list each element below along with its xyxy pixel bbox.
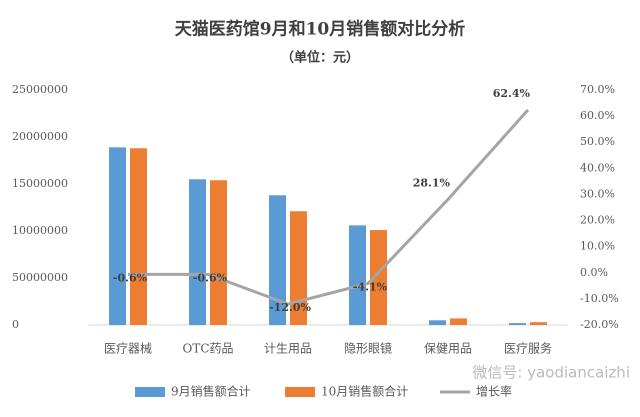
x-tick-label: 计生用品: [264, 342, 312, 356]
bar: [210, 180, 227, 325]
bar: [429, 320, 446, 325]
y2-tick-label: -10.0%: [580, 292, 619, 305]
bar: [450, 318, 467, 325]
bar: [530, 322, 547, 325]
bar: [189, 179, 206, 325]
y2-tick-label: 50.0%: [580, 135, 615, 148]
data-label: -4.1%: [353, 280, 388, 293]
watermark: 微信号: yaodiancaizhi: [472, 364, 630, 382]
y-tick-label: 25000000: [12, 83, 68, 96]
x-tick-label: 医疗器械: [104, 341, 152, 356]
x-tick-label: 医疗服务: [504, 341, 552, 356]
x-tick-label: 保健用品: [424, 342, 472, 356]
legend-label: 10月销售额合计: [321, 384, 408, 399]
bar: [349, 225, 366, 325]
y-tick-label: 15000000: [12, 177, 68, 190]
growth-line: [128, 108, 530, 306]
y-tick-label: 20000000: [12, 130, 68, 143]
legend-swatch: [135, 387, 165, 397]
chart-subtitle: （单位：元）: [281, 50, 359, 66]
y-tick-label: 50000000: [12, 271, 68, 284]
bar: [370, 230, 387, 325]
x-tick-label: OTC药品: [182, 342, 233, 356]
legend-label: 9月销售额合计: [171, 384, 251, 399]
bar: [130, 148, 147, 325]
y2-tick-label: 10.0%: [580, 240, 615, 253]
data-label: 62.4%: [493, 87, 531, 100]
y2-tick-label: -20.0%: [580, 318, 619, 331]
bar: [509, 323, 526, 325]
legend-label: 增长率: [476, 384, 512, 399]
y-tick-label: 0: [12, 318, 19, 331]
y2-tick-label: 30.0%: [580, 187, 615, 200]
data-label: -0.6%: [113, 271, 148, 284]
y-tick-label: 10000000: [12, 224, 68, 237]
chart-title: 天猫医药馆9月和10月销售额对比分析: [175, 19, 466, 40]
bar: [290, 211, 307, 325]
y2-tick-label: 60.0%: [580, 109, 615, 122]
data-label: -0.6%: [193, 271, 228, 284]
y2-tick-label: 0.0%: [580, 266, 608, 279]
data-label: -12.0%: [269, 301, 311, 314]
y2-tick-label: 20.0%: [580, 214, 615, 227]
x-tick-label: 隐形眼镜: [344, 341, 392, 356]
bar: [109, 147, 126, 325]
legend-swatch: [285, 387, 315, 397]
data-label: 28.1%: [413, 176, 451, 189]
y2-tick-label: 40.0%: [580, 161, 615, 174]
y2-tick-label: 70.0%: [580, 83, 615, 96]
bar: [269, 195, 286, 325]
